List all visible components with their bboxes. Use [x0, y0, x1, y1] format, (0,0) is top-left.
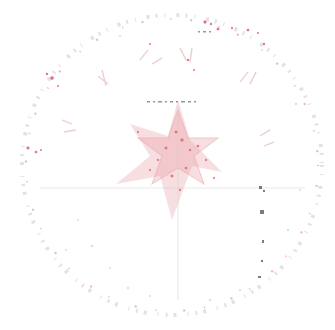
seal-outer-ring: [20, 13, 324, 317]
seal-top-marks: [26, 20, 266, 154]
seal-noise: [65, 35, 301, 302]
seal-ring-texture: [61, 47, 275, 147]
seal-header-marks: [147, 31, 211, 103]
seal-dark-specks: [258, 186, 265, 278]
